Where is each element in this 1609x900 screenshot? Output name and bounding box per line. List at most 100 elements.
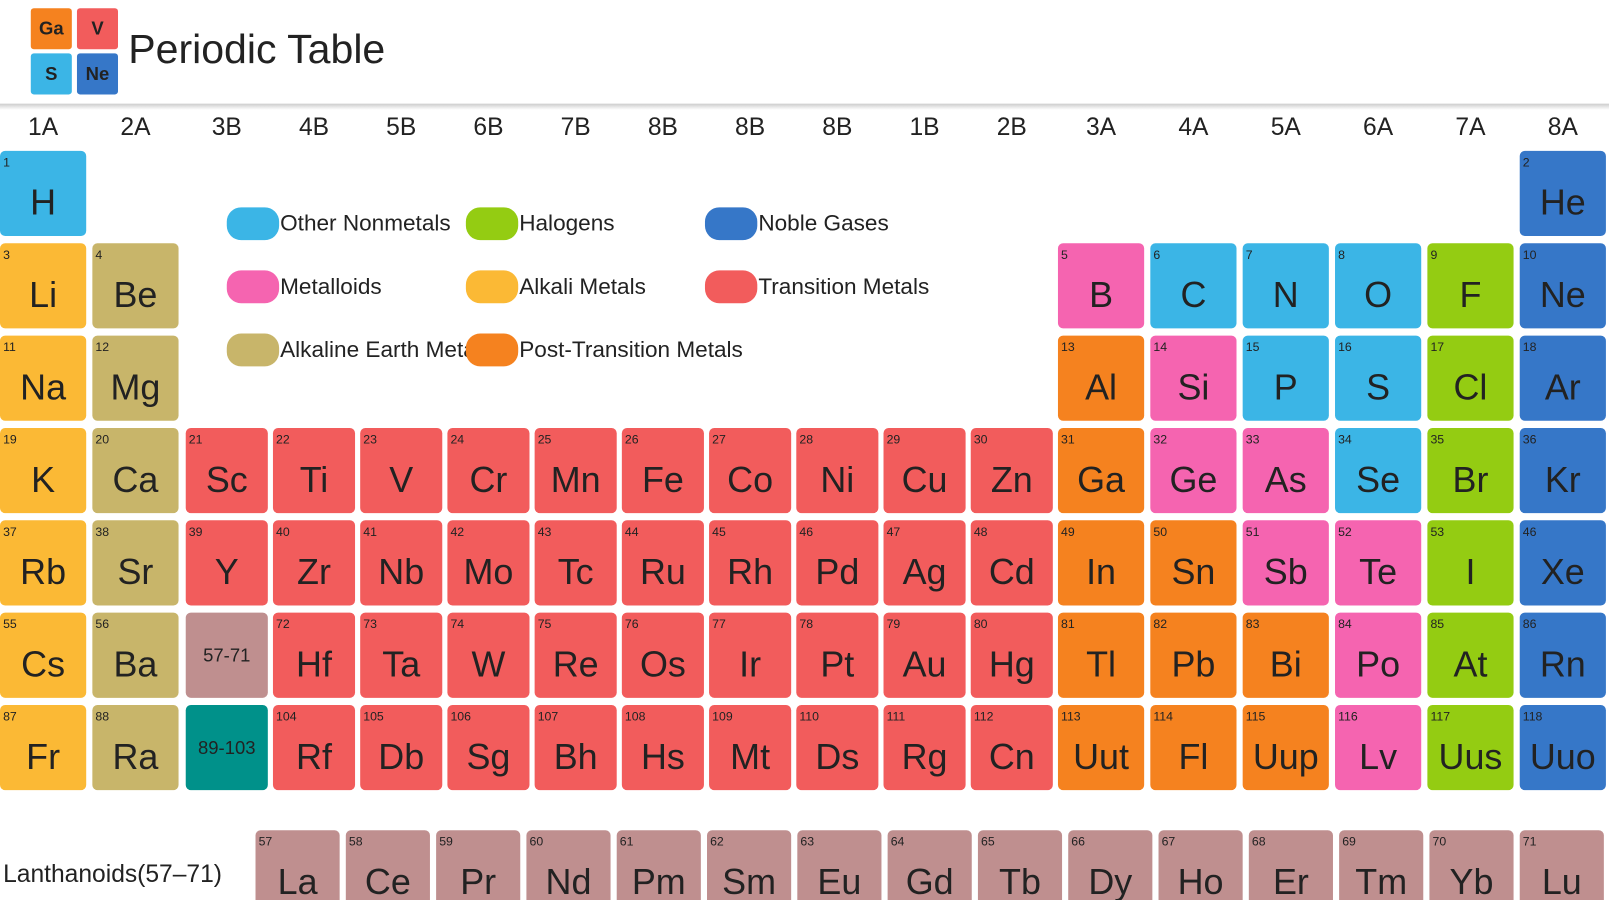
- element-tile[interactable]: [1519, 150, 1606, 237]
- element-tile[interactable]: [447, 520, 530, 606]
- element-tile[interactable]: [526, 830, 611, 900]
- element-tile[interactable]: [709, 612, 792, 698]
- element-tile[interactable]: [1150, 520, 1237, 606]
- element-tile[interactable]: [447, 704, 530, 791]
- element-tile[interactable]: [707, 830, 792, 900]
- element-tile[interactable]: [534, 427, 617, 514]
- element-tile[interactable]: [0, 612, 87, 698]
- element-tile[interactable]: [360, 704, 443, 791]
- element-tile[interactable]: [709, 427, 792, 514]
- element-tile[interactable]: [970, 612, 1053, 698]
- element-tile[interactable]: [1427, 704, 1514, 791]
- element-tile[interactable]: [185, 612, 268, 698]
- element-tile[interactable]: [1242, 704, 1329, 791]
- element-tile[interactable]: [185, 704, 268, 791]
- element-tile[interactable]: [1057, 520, 1145, 606]
- element-tile[interactable]: [1057, 704, 1145, 791]
- element-tile[interactable]: [272, 612, 356, 698]
- element-tile[interactable]: [1427, 612, 1514, 698]
- element-tile[interactable]: [970, 704, 1053, 791]
- element-tile[interactable]: [621, 704, 704, 791]
- element-tile[interactable]: [883, 612, 966, 698]
- element-tile[interactable]: [1150, 427, 1237, 514]
- element-tile[interactable]: [185, 520, 268, 606]
- element-tile[interactable]: [796, 520, 879, 606]
- element-tile[interactable]: [0, 243, 87, 329]
- element-tile[interactable]: [887, 830, 972, 900]
- element-tile[interactable]: [970, 427, 1053, 514]
- element-tile[interactable]: [360, 520, 443, 606]
- element-tile[interactable]: [1335, 427, 1422, 514]
- element-tile[interactable]: [534, 520, 617, 606]
- element-tile[interactable]: [1150, 704, 1237, 791]
- element-tile[interactable]: [1427, 335, 1514, 421]
- element-tile[interactable]: [797, 830, 882, 900]
- element-tile[interactable]: [345, 830, 430, 900]
- element-tile[interactable]: [360, 612, 443, 698]
- element-tile[interactable]: [796, 427, 879, 514]
- element-tile[interactable]: [1519, 335, 1606, 421]
- element-tile[interactable]: [272, 704, 356, 791]
- element-tile[interactable]: [272, 427, 356, 514]
- element-tile[interactable]: [709, 520, 792, 606]
- element-tile[interactable]: [1427, 243, 1514, 329]
- element-tile[interactable]: [0, 520, 87, 606]
- element-tile[interactable]: [1150, 612, 1237, 698]
- element-tile[interactable]: [796, 612, 879, 698]
- element-tile[interactable]: [1335, 520, 1422, 606]
- element-tile[interactable]: [1335, 243, 1422, 329]
- element-tile[interactable]: [621, 612, 704, 698]
- element-tile[interactable]: [1339, 830, 1424, 900]
- element-tile[interactable]: [1519, 704, 1606, 791]
- element-tile[interactable]: [1068, 830, 1153, 900]
- element-tile[interactable]: [92, 335, 179, 421]
- element-tile[interactable]: [1242, 520, 1329, 606]
- element-tile[interactable]: [1335, 335, 1422, 421]
- element-tile[interactable]: [1427, 520, 1514, 606]
- element-tile[interactable]: [621, 427, 704, 514]
- element-tile[interactable]: [1057, 612, 1145, 698]
- element-tile[interactable]: [92, 427, 179, 514]
- element-tile[interactable]: [709, 704, 792, 791]
- element-tile[interactable]: [1150, 243, 1237, 329]
- element-tile[interactable]: [0, 150, 87, 237]
- element-tile[interactable]: [1057, 243, 1145, 329]
- element-tile[interactable]: [1427, 427, 1514, 514]
- element-tile[interactable]: [883, 704, 966, 791]
- element-tile[interactable]: [970, 520, 1053, 606]
- element-tile[interactable]: [1057, 335, 1145, 421]
- element-tile[interactable]: [92, 704, 179, 791]
- element-tile[interactable]: [1242, 612, 1329, 698]
- element-tile[interactable]: [1242, 243, 1329, 329]
- element-tile[interactable]: [436, 830, 521, 900]
- element-tile[interactable]: [1248, 830, 1333, 900]
- element-tile[interactable]: [1429, 830, 1514, 900]
- element-tile[interactable]: [272, 520, 356, 606]
- element-tile[interactable]: [1519, 830, 1604, 900]
- element-tile[interactable]: [534, 704, 617, 791]
- element-tile[interactable]: [1242, 335, 1329, 421]
- element-tile[interactable]: [255, 830, 340, 900]
- element-tile[interactable]: [1335, 612, 1422, 698]
- element-tile[interactable]: [1519, 612, 1606, 698]
- element-tile[interactable]: [977, 830, 1063, 900]
- element-tile[interactable]: [1057, 427, 1145, 514]
- element-tile[interactable]: [447, 612, 530, 698]
- element-tile[interactable]: [616, 830, 701, 900]
- element-tile[interactable]: [1242, 427, 1329, 514]
- element-tile[interactable]: [0, 427, 87, 514]
- element-tile[interactable]: [0, 335, 87, 421]
- element-tile[interactable]: [360, 427, 443, 514]
- element-tile[interactable]: [447, 427, 530, 514]
- element-tile[interactable]: [92, 520, 179, 606]
- element-tile[interactable]: [534, 612, 617, 698]
- element-tile[interactable]: [0, 704, 87, 791]
- element-tile[interactable]: [1158, 830, 1243, 900]
- element-tile[interactable]: [883, 427, 966, 514]
- element-tile[interactable]: [1519, 427, 1606, 514]
- element-tile[interactable]: [1519, 243, 1606, 329]
- element-tile[interactable]: [1519, 520, 1606, 606]
- element-tile[interactable]: [1150, 335, 1237, 421]
- element-tile[interactable]: [185, 427, 268, 514]
- element-tile[interactable]: [92, 612, 179, 698]
